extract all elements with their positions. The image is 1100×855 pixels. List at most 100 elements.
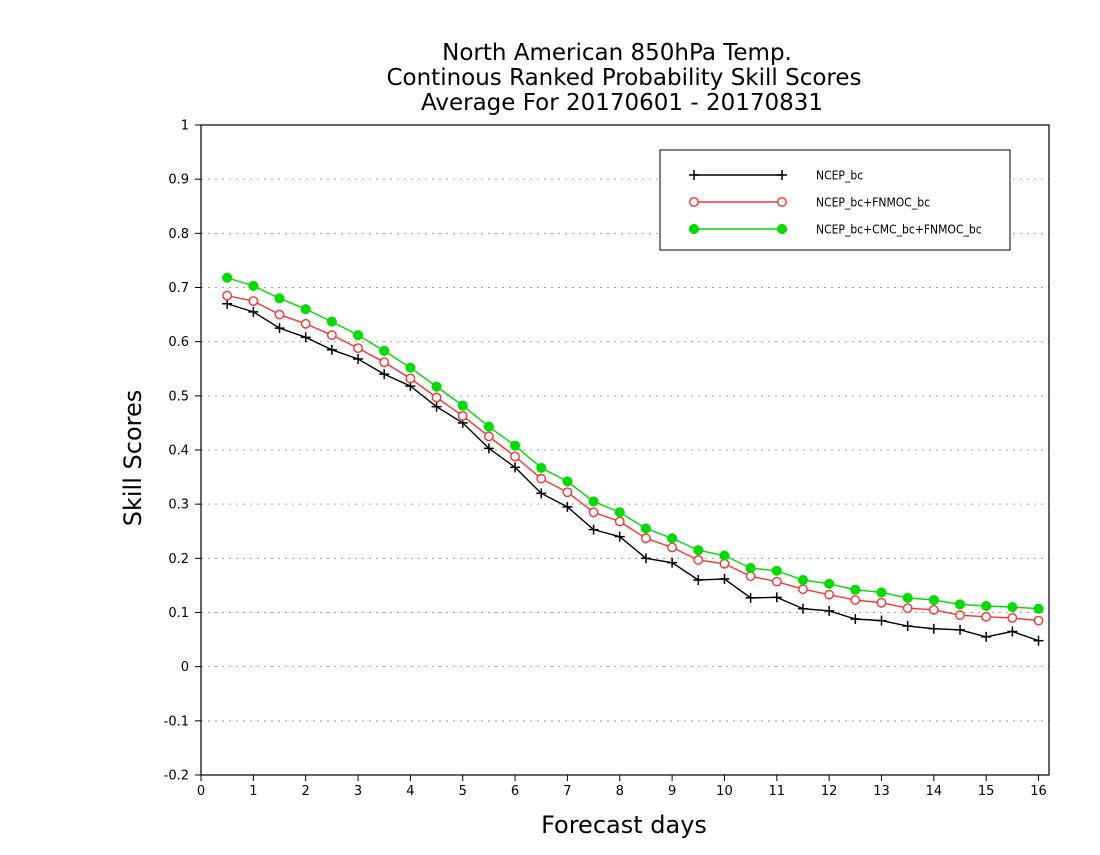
chart-title: North American 850hPa Temp. Continous Ra…: [386, 40, 861, 116]
y-tick-label: 0.7: [168, 281, 189, 296]
legend-label: NCEP_bc: [816, 169, 863, 183]
point-marker: [981, 611, 992, 622]
point-marker: [850, 614, 861, 624]
point-marker: [326, 316, 337, 327]
series-2: [222, 290, 1044, 626]
point-marker: [745, 563, 756, 574]
point-marker: [431, 392, 442, 403]
point-marker: [222, 272, 233, 283]
x-tick-label: 0: [197, 784, 205, 799]
y-tick-label: 0.6: [168, 335, 189, 350]
point-marker: [928, 594, 939, 606]
legend-label: NCEP_bc+FNMOC_bc: [816, 196, 930, 210]
legend-entry-3: NCEP_bc+CMC_bc+FNMOC_bc: [688, 223, 982, 237]
x-tick-label: 15: [978, 784, 995, 799]
point-marker: [902, 592, 913, 603]
point-marker: [1033, 603, 1044, 614]
x-tick-label: 13: [873, 784, 890, 799]
x-tick-label: 3: [354, 784, 362, 799]
x-tick-label: 12: [821, 784, 838, 799]
point-marker: [798, 584, 808, 595]
point-marker: [1033, 635, 1044, 646]
y-tick-label: 0.8: [168, 227, 189, 242]
point-marker: [667, 542, 678, 553]
point-marker: [777, 197, 787, 207]
point-marker: [850, 584, 861, 595]
point-marker: [536, 473, 547, 484]
point-marker: [693, 545, 704, 556]
series-line: [227, 294, 1039, 622]
point-marker: [902, 603, 913, 614]
point-marker: [274, 309, 285, 320]
title-line-3: Average For 20170601 - 20170831: [421, 90, 823, 116]
point-marker: [667, 557, 678, 568]
x-tick-label: 4: [406, 784, 414, 799]
point-marker: [588, 496, 599, 507]
y-tick-label: 0.2: [168, 552, 189, 567]
point-marker: [981, 631, 992, 642]
gridlines: [201, 178, 1049, 722]
point-marker: [614, 507, 625, 518]
point-marker: [222, 290, 233, 301]
series-line: [226, 303, 1039, 642]
point-marker: [483, 421, 494, 432]
point-marker: [771, 576, 782, 587]
point-marker: [1007, 602, 1018, 613]
point-marker: [797, 603, 808, 614]
point-marker: [928, 623, 939, 634]
point-marker: [693, 575, 704, 585]
x-tick-label: 6: [511, 784, 519, 799]
point-marker: [850, 595, 861, 605]
axes: -0.2-0.100.10.20.30.40.50.60.70.80.910 1 2…: [164, 119, 1050, 799]
point-marker: [719, 558, 730, 569]
point-marker: [614, 531, 625, 542]
x-tick-label: 14: [926, 784, 943, 799]
point-marker: [955, 624, 966, 635]
point-marker: [562, 476, 573, 487]
series-line: [226, 277, 1039, 610]
point-marker: [405, 373, 416, 384]
point-marker: [745, 571, 756, 582]
point-marker: [274, 293, 285, 304]
point-marker: [824, 578, 835, 589]
y-tick-label: 0.1: [168, 606, 189, 621]
x-tick-label: 11: [769, 784, 786, 799]
point-marker: [902, 621, 913, 632]
point-marker: [588, 524, 599, 535]
point-marker: [876, 587, 887, 598]
point-marker: [300, 332, 311, 343]
point-marker: [797, 574, 809, 586]
x-tick-label: 8: [616, 784, 624, 799]
point-marker: [771, 592, 782, 603]
point-marker: [640, 553, 651, 564]
point-marker: [248, 280, 259, 291]
point-marker: [954, 599, 966, 610]
point-marker: [353, 354, 364, 364]
point-marker: [248, 296, 259, 306]
y-tick-label: 0.9: [168, 173, 189, 188]
y-tick-label: 0.4: [168, 444, 189, 459]
point-marker: [300, 318, 311, 329]
point-marker: [405, 362, 416, 373]
point-marker: [379, 357, 390, 368]
x-tick-label: 10: [716, 784, 733, 799]
y-axis-label: Skill Scores: [119, 390, 147, 527]
point-marker: [955, 610, 965, 621]
point-marker: [824, 605, 835, 616]
point-marker: [876, 615, 887, 626]
point-marker: [431, 401, 442, 412]
point-marker: [510, 462, 521, 473]
y-tick-label: -0.1: [164, 714, 189, 729]
x-tick-label: 7: [563, 784, 571, 799]
point-marker: [688, 223, 700, 235]
point-marker: [510, 451, 520, 462]
x-axis-label: Forecast days: [541, 811, 707, 839]
x-tick-label: 5: [459, 784, 467, 799]
series-1: [222, 298, 1044, 646]
point-marker: [689, 197, 699, 207]
point-marker: [562, 501, 573, 512]
x-tick-label: 2: [302, 784, 310, 799]
point-marker: [510, 440, 521, 451]
point-marker: [484, 431, 494, 442]
legend-entry-1: NCEP_bc: [689, 169, 863, 183]
